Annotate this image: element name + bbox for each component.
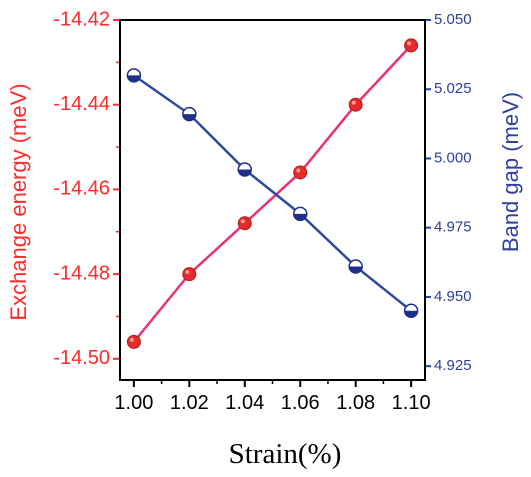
right-tick-label: 5.050	[434, 11, 472, 28]
exchange-point-highlight	[240, 219, 245, 224]
right-tick-label: 4.950	[434, 288, 472, 305]
right-tick-label: 4.925	[434, 357, 472, 374]
bandgap-point-fill	[127, 75, 141, 82]
bandgap-point-fill	[404, 310, 418, 318]
left-tick-label: -14.44	[53, 93, 110, 115]
bandgap-point	[292, 206, 308, 222]
left-tick-label: -14.46	[53, 178, 110, 200]
bandgap-point	[348, 259, 363, 274]
left-tick-label: -14.48	[53, 262, 110, 284]
bandgap-series-line	[133, 74, 412, 312]
exchange-point-highlight	[185, 270, 190, 275]
plot-frame	[119, 19, 426, 381]
bandgap-point-fill	[349, 266, 363, 273]
exchange-point-highlight	[296, 168, 301, 173]
bandgap-point-fill	[182, 114, 196, 121]
left-axis-title: Exchange energy (meV)	[6, 83, 31, 320]
x-tick-label: 1.06	[281, 392, 320, 414]
exchange-point	[182, 267, 197, 282]
x-tick-label: 1.04	[225, 392, 264, 414]
exchange-point-highlight	[407, 41, 412, 46]
bandgap-point-fill	[238, 169, 252, 177]
x-tick-label: 1.08	[336, 392, 375, 414]
exchange-point-highlight	[129, 337, 134, 342]
exchange-point	[237, 216, 252, 231]
x-axis-ticks: 1.00 1.02 1.04 1.06 1.08 1.10	[114, 380, 431, 414]
left-tick-label: -14.50	[53, 347, 110, 369]
exchange-point	[293, 165, 308, 180]
right-tick-label: 5.000	[434, 149, 472, 166]
bandgap-point	[237, 162, 253, 177]
series-layer	[126, 38, 419, 349]
x-tick-label: 1.00	[114, 392, 153, 414]
exchange-point-highlight	[351, 100, 356, 105]
x-tick-label: 1.02	[170, 392, 209, 414]
bandgap-point	[403, 303, 419, 319]
right-axis-ticks: 5.050 5.025 5.000 4.975 4.950 4.925	[424, 11, 472, 380]
bandgap-point	[182, 106, 197, 122]
right-tick-label: 5.025	[434, 80, 472, 97]
bandgap-point-fill	[293, 213, 307, 221]
right-tick-label: 4.975	[434, 219, 472, 236]
x-axis-title: Strain(%)	[229, 438, 342, 470]
left-tick-label: -14.42	[53, 8, 110, 30]
exchange-point	[126, 334, 141, 349]
right-axis-title: Band gap (meV)	[498, 92, 523, 252]
exchange-point	[348, 97, 363, 112]
exchange-series-line	[132, 44, 413, 343]
bandgap-point	[126, 68, 142, 83]
exchange-point	[404, 38, 419, 53]
left-axis-ticks: -14.42 -14.44 -14.46 -14.48 -14.50	[53, 8, 121, 380]
x-tick-label: 1.10	[392, 392, 431, 414]
